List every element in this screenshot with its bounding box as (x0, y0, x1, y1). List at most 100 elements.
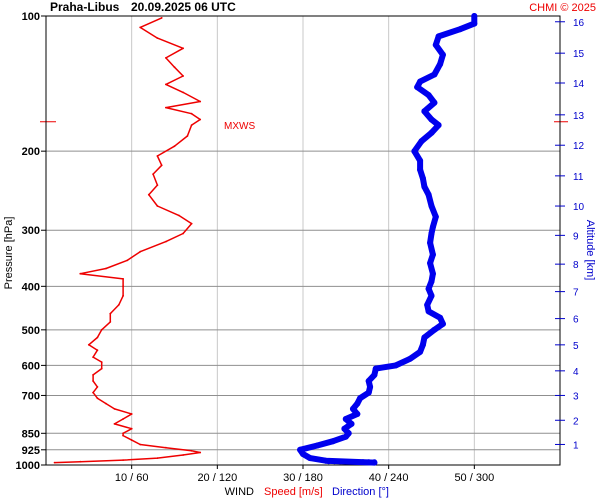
direction-point-32 (425, 285, 432, 292)
direction-point-53 (431, 99, 438, 106)
speed-point-14 (122, 418, 124, 420)
direction-point-22 (407, 355, 414, 362)
direction-point-40 (432, 213, 439, 220)
direction-point-35 (427, 260, 434, 267)
direction-point-39 (429, 224, 436, 230)
speed-point-42 (190, 222, 193, 225)
direction-point-62 (457, 26, 464, 33)
direction-point-47 (411, 148, 418, 155)
speed-point-56 (199, 100, 202, 103)
speed-point-29 (100, 328, 103, 331)
speed-point-41 (182, 232, 185, 235)
direction-point-41 (428, 203, 435, 209)
speed-point-37 (105, 267, 107, 270)
direction-point-43 (421, 183, 428, 190)
speed-point-36 (79, 272, 82, 275)
x-tick-label: 40 / 240 (369, 472, 409, 484)
direction-point-50 (435, 122, 442, 129)
direction-point-25 (421, 334, 428, 341)
speed-point-26 (96, 349, 99, 352)
direction-point-60 (432, 41, 439, 48)
speed-point-28 (96, 336, 99, 339)
legend-wind: WIND (225, 486, 254, 498)
speed-point-19 (92, 391, 94, 394)
datetime-title: 20.09.2025 06 UTC (131, 0, 236, 14)
pressure-tick-label: 600 (22, 360, 40, 372)
direction-surface-dot (349, 459, 354, 465)
altitude-tick-label: 3 (573, 391, 579, 402)
direction-point-61 (435, 33, 442, 40)
speed-point-3 (156, 457, 159, 459)
speed-point-31 (109, 312, 112, 315)
speed-point-22 (92, 374, 94, 376)
direction-surface-dot (360, 459, 366, 465)
direction-point-63 (471, 20, 478, 27)
x-tick-labels: 10 / 60 20 / 120 30 / 180 40 / 240 50 / 300 (115, 465, 494, 484)
speed-point-33 (122, 294, 124, 297)
altitude-tick-label: 11 (573, 172, 584, 183)
speed-point-44 (156, 205, 159, 207)
speed-point-57 (182, 91, 185, 94)
speed-point-60 (173, 66, 176, 69)
pressure-tick-label: 400 (22, 281, 40, 293)
direction-point-54 (425, 92, 432, 99)
speed-point-40 (165, 240, 167, 243)
direction-surface-dot (343, 459, 349, 465)
speed-point-7 (165, 446, 167, 449)
speed-point-15 (130, 413, 133, 415)
direction-point-48 (418, 138, 425, 145)
speed-point-4 (182, 454, 185, 456)
altitude-tick-label: 9 (573, 231, 579, 242)
x-tick-label: 20 / 120 (197, 472, 237, 484)
speed-point-16 (113, 408, 116, 410)
speed-point-63 (156, 37, 159, 39)
speed-point-1 (79, 460, 82, 463)
direction-point-3 (300, 451, 306, 457)
direction-point-58 (437, 61, 444, 68)
altitude-tick-label: 7 (573, 288, 579, 299)
altitude-tick-label: 16 (573, 18, 585, 29)
speed-point-34 (122, 285, 124, 288)
direction-point-23 (417, 348, 424, 355)
direction-point-28 (437, 314, 444, 321)
legend-speed: Speed [m/s] (264, 486, 323, 498)
direction-point-8 (345, 430, 352, 437)
direction-point-27 (439, 320, 446, 327)
direction-point-45 (417, 166, 424, 173)
direction-surface-dot (371, 459, 377, 465)
direction-point-12 (354, 411, 361, 417)
direction-point-4 (297, 446, 304, 453)
speed-point-51 (186, 135, 189, 137)
pressure-tick-label: 200 (22, 146, 40, 158)
direction-surface-dot (366, 459, 372, 465)
altitude-tick-label: 13 (573, 111, 585, 122)
speed-point-53 (199, 118, 202, 121)
direction-point-24 (419, 341, 426, 348)
speed-point-32 (117, 304, 120, 306)
x-tick-label: 30 / 180 (283, 472, 323, 484)
direction-point-37 (427, 239, 434, 246)
speed-point-30 (109, 321, 112, 323)
speed-point-61 (165, 57, 167, 59)
speed-point-35 (122, 278, 124, 280)
direction-point-30 (424, 301, 431, 308)
speed-point-2 (122, 459, 124, 461)
altitude-axis-label: Altitude [km] (584, 220, 596, 281)
altitude-tick-label: 4 (573, 367, 579, 378)
speed-point-5 (199, 451, 202, 454)
speed-point-6 (190, 449, 193, 452)
pressure-tick-label: 300 (22, 225, 40, 237)
speed-point-58 (165, 83, 167, 86)
speed-point-0 (53, 461, 56, 464)
speed-point-24 (100, 361, 103, 363)
direction-point-36 (429, 251, 436, 258)
speed-point-8 (139, 443, 142, 446)
direction-point-46 (417, 157, 424, 164)
pressure-tick-label: 925 (22, 445, 40, 457)
mxws-label: MXWS (224, 121, 255, 132)
direction-point-51 (428, 116, 435, 123)
direction-point-17 (367, 383, 374, 390)
speed-point-55 (165, 106, 167, 109)
direction-point-31 (428, 292, 435, 299)
